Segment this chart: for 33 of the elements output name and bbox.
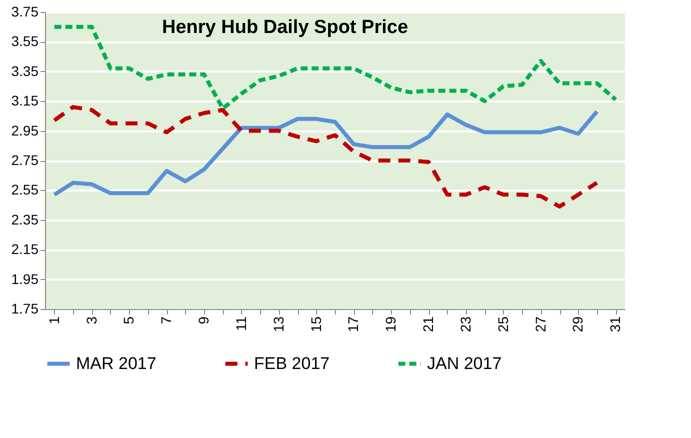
y-tick-label: 2.75: [11, 152, 39, 168]
y-tick-label: 3.35: [11, 62, 39, 79]
x-tick-label: 19: [382, 316, 399, 332]
y-tick-label: 2.35: [11, 211, 39, 228]
line-series: [52, 109, 599, 197]
x-tick-label: 9: [196, 316, 212, 324]
legend-label: JAN 2017: [427, 354, 502, 373]
x-tick-label: 31: [607, 316, 624, 332]
x-tick-label: 1: [46, 316, 62, 324]
x-tick-label: 5: [120, 316, 137, 324]
x-tick-label: 11: [232, 316, 249, 332]
y-tick-label: 3.55: [11, 33, 39, 50]
x-tick-label: 7: [158, 316, 174, 324]
y-tick-label: 3.75: [11, 4, 39, 20]
y-tick-label: 2.55: [11, 182, 39, 198]
y-tick-label: 1.75: [11, 300, 39, 316]
line-series: [52, 105, 599, 209]
legend-label: MAR 2017: [76, 354, 156, 373]
y-tick-label: 2.95: [11, 122, 39, 138]
y-tick-label: 2.15: [11, 241, 39, 258]
x-tick-label: 13: [270, 316, 286, 332]
legend-label: FEB 2017: [254, 354, 330, 373]
x-tick-label: 29: [570, 316, 586, 332]
x-tick-label: 25: [494, 316, 511, 332]
x-tick-label: 21: [420, 316, 436, 332]
y-tick-label: 3.15: [11, 92, 39, 109]
y-tick-label: 1.95: [11, 270, 39, 287]
x-tick-label: 17: [345, 316, 362, 332]
x-tick-label: 23: [457, 316, 474, 332]
chart-title: Henry Hub Daily Spot Price: [162, 17, 408, 38]
x-tick-label: 27: [532, 316, 548, 332]
x-tick-label: 15: [308, 316, 324, 332]
x-tick-label: 3: [83, 316, 100, 324]
